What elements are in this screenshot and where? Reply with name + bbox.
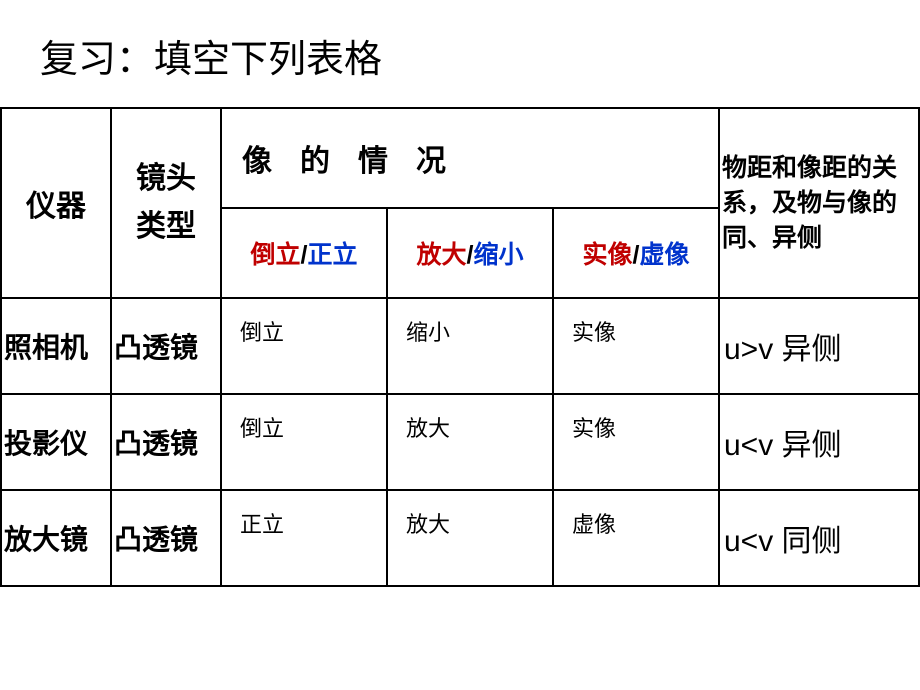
- cell-relation: u<v 异侧: [719, 394, 919, 490]
- page-title: 复习：填空下列表格: [0, 0, 920, 83]
- cell-size: 放大: [387, 490, 553, 586]
- cell-relation: u<v 同侧: [719, 490, 919, 586]
- cell-relation: u>v 异侧: [719, 298, 919, 394]
- header-lens-type: 镜头类型: [111, 108, 221, 298]
- cell-instrument: 照相机: [1, 298, 111, 394]
- lens-table: 仪器 镜头类型 像的情况 物距和像距的关系，及物与像的同、异侧 倒立/正立 放大…: [0, 107, 920, 587]
- cell-orient: 倒立: [221, 394, 387, 490]
- header-relation: 物距和像距的关系，及物与像的同、异侧: [719, 108, 919, 298]
- subheader-orientation: 倒立/正立: [221, 208, 387, 298]
- cell-instrument: 放大镜: [1, 490, 111, 586]
- table-row: 照相机 凸透镜 倒立 缩小 实像 u>v 异侧: [1, 298, 919, 394]
- header-image-condition: 像的情况: [221, 108, 719, 208]
- cell-nature: 实像: [553, 394, 719, 490]
- cell-nature: 实像: [553, 298, 719, 394]
- subheader-nature: 实像/虚像: [553, 208, 719, 298]
- cell-lens: 凸透镜: [111, 298, 221, 394]
- cell-orient: 正立: [221, 490, 387, 586]
- cell-size: 缩小: [387, 298, 553, 394]
- cell-size: 放大: [387, 394, 553, 490]
- subheader-size: 放大/缩小: [387, 208, 553, 298]
- table-row: 放大镜 凸透镜 正立 放大 虚像 u<v 同侧: [1, 490, 919, 586]
- cell-instrument: 投影仪: [1, 394, 111, 490]
- cell-lens: 凸透镜: [111, 394, 221, 490]
- table-row: 投影仪 凸透镜 倒立 放大 实像 u<v 异侧: [1, 394, 919, 490]
- cell-orient: 倒立: [221, 298, 387, 394]
- header-instrument: 仪器: [1, 108, 111, 298]
- cell-lens: 凸透镜: [111, 490, 221, 586]
- cell-nature: 虚像: [553, 490, 719, 586]
